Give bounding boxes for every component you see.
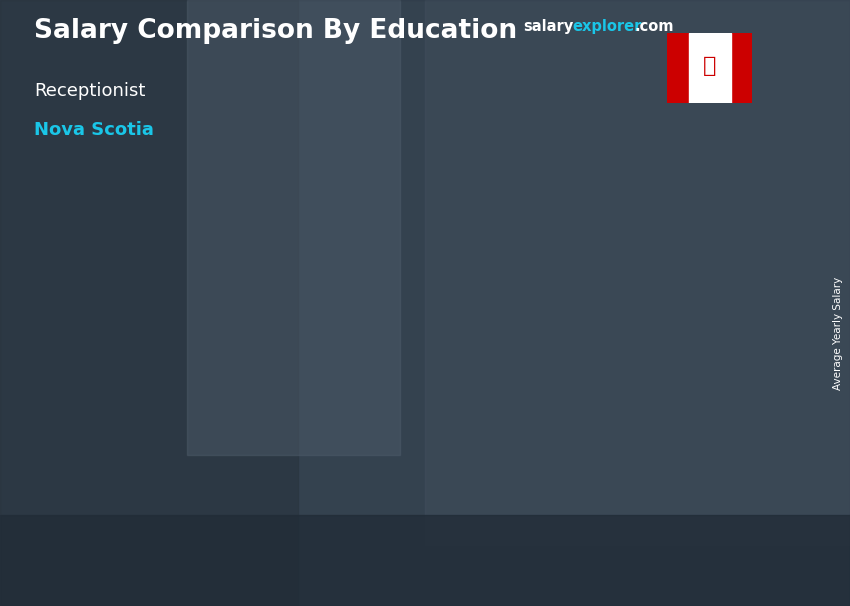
Text: explorer: explorer xyxy=(572,19,642,35)
Bar xyxy=(731,33,752,103)
Bar xyxy=(667,33,688,103)
Bar xyxy=(688,33,731,103)
Text: 34,300 CAD: 34,300 CAD xyxy=(67,381,163,396)
Bar xyxy=(88,407,207,527)
Polygon shape xyxy=(337,335,475,344)
Text: +50%: +50% xyxy=(482,168,558,192)
Text: salary: salary xyxy=(523,19,573,35)
Text: +51%: +51% xyxy=(234,259,310,284)
Text: Bachelor's
Degree: Bachelor's Degree xyxy=(613,547,694,577)
Bar xyxy=(187,0,400,454)
Bar xyxy=(425,0,850,545)
Text: High School: High School xyxy=(111,547,204,561)
Text: 🍁: 🍁 xyxy=(703,56,717,76)
Polygon shape xyxy=(88,397,227,407)
Text: Salary Comparison By Education: Salary Comparison By Education xyxy=(34,18,517,44)
Polygon shape xyxy=(585,244,722,253)
Polygon shape xyxy=(456,335,475,527)
Text: .com: .com xyxy=(634,19,673,35)
Text: 52,000 CAD: 52,000 CAD xyxy=(337,317,433,332)
Bar xyxy=(0,515,850,606)
Bar xyxy=(337,344,456,527)
Text: Nova Scotia: Nova Scotia xyxy=(34,121,154,139)
Polygon shape xyxy=(207,397,227,527)
Bar xyxy=(0,0,298,606)
Text: Receptionist: Receptionist xyxy=(34,82,145,100)
Polygon shape xyxy=(704,244,722,527)
Text: Certificate or
Diploma: Certificate or Diploma xyxy=(354,547,457,577)
Bar xyxy=(585,253,704,527)
Text: Average Yearly Salary: Average Yearly Salary xyxy=(833,277,843,390)
Text: 77,900 CAD: 77,900 CAD xyxy=(585,226,681,241)
